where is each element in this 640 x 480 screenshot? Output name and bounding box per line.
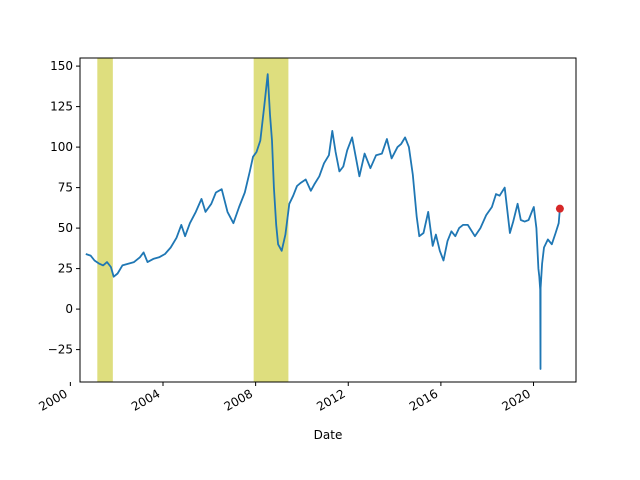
y-tick-label: 150 [50, 59, 73, 73]
series-line-1 [85, 73, 561, 370]
highlight-point-1 [555, 204, 564, 213]
y-axis: −25 0 25 50 75 100 125 150 [48, 59, 80, 357]
shaded-region-2 [253, 58, 289, 382]
marker-layer [555, 204, 564, 213]
y-tick-label: 75 [58, 181, 73, 195]
x-axis: 2000 2004 2008 2012 2016 2020 [36, 382, 535, 414]
x-tick-label: 2012 [314, 386, 347, 413]
x-tick-label: 2000 [36, 386, 69, 413]
x-tick-label: 2020 [500, 386, 533, 413]
x-axis-title: Date [314, 428, 343, 442]
y-tick-label: 0 [65, 302, 73, 316]
plot-frame [79, 57, 577, 383]
shaded-region-1 [97, 58, 113, 382]
x-tick-label: 2008 [222, 386, 255, 413]
y-tick-label: 125 [50, 100, 73, 114]
recession-shading-layer [97, 58, 289, 382]
x-tick-label: 2004 [129, 386, 162, 413]
y-tick-label: 25 [58, 262, 73, 276]
x-tick-label: 2016 [407, 386, 440, 413]
series-line-layer [85, 73, 561, 370]
y-tick-label: 50 [58, 221, 73, 235]
y-tick-label: 100 [50, 140, 73, 154]
y-tick-label: −25 [48, 343, 73, 357]
